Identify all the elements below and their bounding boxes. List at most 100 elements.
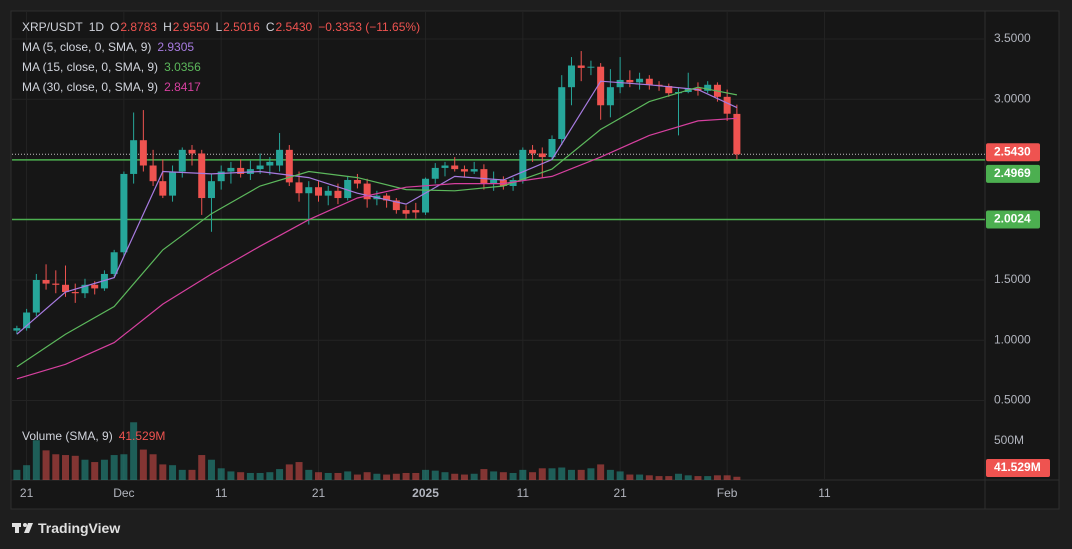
volume-bar — [188, 469, 196, 480]
candle-body — [490, 179, 498, 184]
volume-bar — [616, 471, 624, 480]
x-tick-label: Feb — [717, 486, 738, 500]
volume-bar — [694, 476, 702, 480]
ohlc-letter: O — [110, 20, 120, 34]
candle-body — [392, 200, 400, 211]
x-tick-label: 21 — [613, 486, 627, 500]
candle-body — [636, 78, 644, 83]
y-tick-label: 1.5000 — [994, 272, 1031, 286]
candle-body — [120, 173, 128, 253]
volume-label: 41.529M — [994, 460, 1041, 474]
candle-body — [383, 195, 391, 201]
ma-legend-item: MA (15, close, 0, SMA, 9) 3.0356 — [22, 60, 201, 74]
volume-bar — [363, 472, 371, 480]
candle-body — [276, 149, 284, 166]
volume-bar — [110, 455, 118, 480]
interval: 1D — [88, 20, 105, 34]
candle-body — [470, 169, 478, 172]
x-tick-label: 11 — [818, 486, 831, 500]
volume-bar — [665, 476, 673, 480]
candle-body — [499, 179, 507, 186]
ma-legend-item: MA (30, close, 0, SMA, 9) 2.8417 — [22, 80, 201, 94]
candle-body — [198, 153, 206, 199]
volume-bar — [334, 472, 342, 480]
volume-bar — [733, 476, 741, 480]
volume-bar — [295, 462, 303, 480]
candle-body — [538, 153, 546, 158]
volume-bar — [548, 468, 556, 480]
volume-bar — [237, 472, 245, 480]
candle-body — [32, 279, 40, 313]
ma-legend-item: MA (5, close, 0, SMA, 9) 2.9305 — [22, 40, 194, 54]
candle-body — [616, 79, 624, 88]
ohlc-value: 2.9550 — [172, 20, 210, 34]
ohlc-letter: L — [215, 20, 223, 34]
volume-bar — [723, 475, 731, 480]
volume-bar — [120, 454, 128, 480]
volume-bar — [207, 459, 215, 480]
candle-body — [597, 66, 605, 106]
volume-name: Volume (SMA, 9) — [22, 429, 113, 443]
volume-bar — [169, 465, 177, 480]
volume-bar — [217, 468, 225, 480]
volume-bar — [246, 472, 254, 480]
volume-bar — [460, 474, 468, 480]
candle-body — [344, 179, 352, 199]
volume-bar — [314, 472, 322, 480]
volume-bar — [130, 422, 138, 480]
volume-bar — [451, 473, 459, 480]
volume-bar — [159, 464, 167, 480]
volume-bar — [198, 455, 206, 480]
x-tick-label: 11 — [517, 486, 530, 500]
level-label-box — [986, 164, 1040, 183]
volume-bar — [276, 469, 284, 480]
ma-name: MA (5, close, 0, SMA, 9) — [22, 40, 152, 54]
volume-bar — [441, 472, 449, 480]
candle-body — [139, 140, 147, 166]
candle-body — [217, 171, 225, 182]
volume-bar — [402, 472, 410, 480]
candle-body — [149, 165, 157, 182]
volume-bar — [499, 472, 507, 480]
symbol-header: XRP/USDT 1D O 2.8783 H 2.9550 L 2.5016 C 2.5… — [22, 20, 420, 34]
candle-body — [227, 167, 235, 172]
volume-bar — [509, 472, 517, 480]
candle-body — [237, 167, 245, 174]
ma-name: MA (15, close, 0, SMA, 9) — [22, 60, 159, 74]
candle-body — [626, 79, 634, 83]
candle-body — [422, 178, 430, 213]
volume-bar — [285, 464, 293, 480]
y-tick-label: 3.5000 — [994, 31, 1031, 45]
volume-bar — [675, 473, 683, 480]
volume-bar — [713, 475, 721, 480]
candle-body — [52, 283, 60, 285]
level-label: 2.0024 — [994, 212, 1031, 226]
volume-bar — [149, 454, 157, 480]
volume-bar — [704, 476, 712, 480]
volume-bar — [431, 470, 439, 480]
chart-frame — [10, 10, 1060, 510]
candle-body — [159, 181, 167, 196]
price-label: 2.5430 — [994, 144, 1031, 158]
x-tick-label: 21 — [312, 486, 326, 500]
candle-body — [704, 84, 712, 91]
volume-bar — [344, 471, 352, 480]
candle-body — [81, 284, 89, 294]
candle-body — [71, 292, 79, 294]
candle-body — [567, 65, 575, 88]
volume-bar — [62, 455, 70, 480]
ohlc-letter: H — [163, 20, 172, 34]
volume-bar — [655, 476, 663, 480]
volume-bar — [100, 459, 108, 480]
volume-bar — [178, 469, 186, 480]
y-tick-label: 1.0000 — [994, 332, 1031, 346]
brand: TradingView — [38, 520, 121, 536]
candle-body — [587, 66, 595, 68]
volume-bar — [81, 459, 89, 480]
level-label: 2.4969 — [994, 166, 1031, 180]
candle-body — [13, 328, 21, 331]
volume-bar — [470, 473, 478, 480]
candle-body — [110, 252, 118, 274]
volume-bar — [139, 449, 147, 480]
